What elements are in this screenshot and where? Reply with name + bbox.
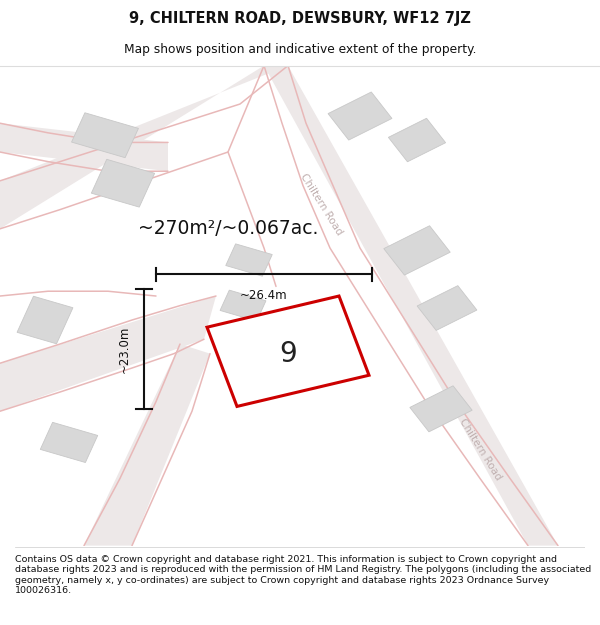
Polygon shape: [223, 335, 263, 362]
Polygon shape: [0, 296, 216, 411]
Text: ~26.4m: ~26.4m: [240, 289, 288, 302]
Polygon shape: [0, 66, 288, 229]
Text: Contains OS data © Crown copyright and database right 2021. This information is : Contains OS data © Crown copyright and d…: [15, 555, 591, 595]
Polygon shape: [388, 118, 446, 162]
Polygon shape: [417, 286, 477, 331]
Text: 9: 9: [279, 339, 297, 367]
Polygon shape: [91, 159, 155, 207]
Polygon shape: [384, 226, 450, 275]
Polygon shape: [207, 296, 369, 406]
Text: 9, CHILTERN ROAD, DEWSBURY, WF12 7JZ: 9, CHILTERN ROAD, DEWSBURY, WF12 7JZ: [129, 11, 471, 26]
Text: ~270m²/~0.067ac.: ~270m²/~0.067ac.: [138, 219, 318, 238]
Polygon shape: [328, 92, 392, 140]
Text: Chiltern Road: Chiltern Road: [298, 173, 344, 238]
Polygon shape: [84, 344, 210, 546]
Text: Map shows position and indicative extent of the property.: Map shows position and indicative extent…: [124, 42, 476, 56]
Text: Chiltern Road: Chiltern Road: [457, 417, 503, 482]
Polygon shape: [17, 296, 73, 344]
Polygon shape: [220, 290, 266, 321]
Polygon shape: [0, 123, 168, 171]
Polygon shape: [410, 386, 472, 432]
Text: ~23.0m: ~23.0m: [118, 325, 131, 372]
Polygon shape: [226, 244, 272, 276]
Polygon shape: [40, 422, 98, 462]
Polygon shape: [71, 112, 139, 158]
Polygon shape: [264, 66, 558, 546]
